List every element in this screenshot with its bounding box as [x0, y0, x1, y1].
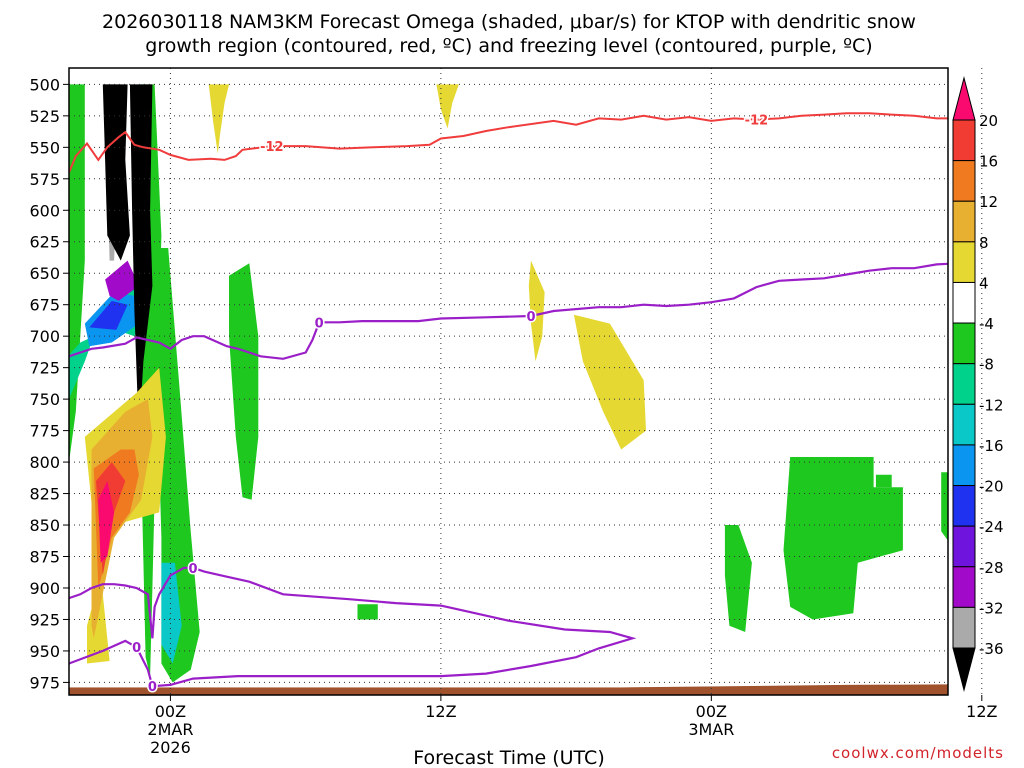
freezing-contour-label-0-1: 0 — [527, 310, 536, 325]
colorbar-swatch-12 — [952, 566, 976, 608]
colorbar-swatch-10 — [952, 485, 976, 527]
colorbar-swatch-6 — [952, 322, 976, 365]
omega-region-23 — [436, 84, 459, 129]
y-tick-label-525: 525 — [29, 107, 60, 126]
freezing-contour-label-0-2: 0 — [977, 255, 986, 270]
omega-region-18 — [105, 260, 139, 301]
y-tick-label-950: 950 — [29, 642, 60, 661]
dgz-contour-label-0-1: -12 — [745, 114, 769, 129]
y-tick-label-600: 600 — [29, 201, 60, 220]
dgz-contour-line-0 — [69, 112, 948, 173]
colorbar-label-2: 12 — [979, 193, 998, 211]
omega-region-17 — [89, 300, 128, 330]
colorbar-swatch-5 — [952, 281, 976, 324]
colorbar-swatch-4 — [952, 241, 976, 283]
colorbar-label-8: -16 — [979, 437, 1004, 455]
freezing-contour-label-1-0: 0 — [148, 680, 157, 695]
y-tick-label-850: 850 — [29, 516, 60, 535]
colorbar-label-1: 16 — [979, 153, 998, 171]
omega-region-21 — [129, 84, 153, 437]
colorbar: 20 16 12 8 4 -4 -8 -12 -16 -20 -24 -28 -32 -36 — [952, 76, 1004, 692]
y-tick-label-550: 550 — [29, 138, 60, 157]
x-axis-label: Forecast Time (UTC) — [413, 747, 604, 768]
colorbar-label-6: -8 — [979, 356, 994, 374]
colorbar-label-4: 4 — [979, 274, 989, 292]
x-tick-label-0-2: 2MAR — [147, 720, 193, 739]
omega-region-15 — [161, 562, 182, 664]
y-tick-label-800: 800 — [29, 453, 60, 472]
x-tick-label-36-1: 12Z — [966, 702, 997, 721]
y-tick-label-825: 825 — [29, 485, 60, 504]
omega-region-3 — [229, 263, 259, 500]
dgz-contour-label-0-0: -12 — [260, 140, 284, 155]
freezing-contour-label-1-1: 0 — [132, 641, 141, 656]
colorbar-label-5: -4 — [979, 315, 994, 333]
colorbar-cap-bottom — [952, 647, 976, 692]
omega-region-7 — [875, 474, 892, 488]
colorbar-label-3: 8 — [979, 234, 989, 252]
x-tick-label-12-1: 12Z — [425, 702, 456, 721]
freezing-contour-line-0 — [69, 262, 948, 360]
y-tick-label-675: 675 — [29, 296, 60, 315]
omega-region-6 — [783, 457, 903, 620]
colorbar-swatch-7 — [952, 363, 976, 405]
y-tick-label-900: 900 — [29, 579, 60, 598]
colorbar-swatch-2 — [952, 160, 976, 202]
x-tick-label-24-1: 00Z — [696, 702, 727, 721]
colorbar-label-9: -20 — [979, 478, 1004, 496]
x-tick-label-0-3: 2026 — [150, 738, 191, 757]
colorbar-label-0: 20 — [979, 112, 998, 130]
ground-rise — [621, 684, 948, 689]
colorbar-label-10: -24 — [979, 518, 1004, 536]
omega-shading-layer — [69, 84, 948, 683]
omega-region-8 — [941, 472, 948, 541]
ground-layer — [69, 684, 948, 695]
x-tick-label-0-1: 00Z — [155, 702, 186, 721]
omega-region-32 — [98, 481, 115, 563]
freezing-contour-line-1 — [69, 566, 637, 688]
colorbar-label-11: -28 — [979, 559, 1004, 577]
plot-frame — [68, 67, 949, 696]
y-tick-label-725: 725 — [29, 359, 60, 378]
contour-layer: -12 -12 0 0 0 0 0 0 — [69, 112, 986, 695]
omega-region-0 — [69, 84, 85, 463]
freezing-contour-label-0-0: 0 — [315, 316, 324, 331]
omega-region-22 — [208, 84, 229, 154]
y-tick-label-875: 875 — [29, 548, 60, 567]
colorbar-label-13: -36 — [979, 640, 1004, 658]
y-tick-label-650: 650 — [29, 264, 60, 283]
y-tick-label-775: 775 — [29, 422, 60, 441]
credit-text: coolwx.com/modelts — [832, 744, 1004, 762]
colorbar-swatch-3 — [952, 200, 976, 243]
colorbar-swatch-9 — [952, 444, 976, 487]
colorbar-label-12: -32 — [979, 599, 1004, 617]
grid-lines — [69, 68, 983, 695]
omega-region-24 — [528, 260, 545, 362]
y-tick-label-975: 975 — [29, 673, 60, 692]
colorbar-swatch-13 — [952, 606, 976, 649]
y-tick-label-750: 750 — [29, 390, 60, 409]
colorbar-swatch-1 — [952, 119, 976, 162]
omega-region-5 — [724, 525, 752, 632]
omega-region-13 — [69, 336, 94, 400]
omega-region-25 — [573, 314, 646, 450]
y-tick-label-925: 925 — [29, 610, 60, 629]
y-tick-label-500: 500 — [29, 75, 60, 94]
colorbar-swatch-8 — [952, 403, 976, 446]
chart-title-line2: growth region (contoured, red, ºC) and f… — [145, 35, 872, 57]
y-tick-label-575: 575 — [29, 170, 60, 189]
x-tick-label-24-2: 3MAR — [688, 720, 734, 739]
y-tick-label-700: 700 — [29, 327, 60, 346]
colorbar-cap-top — [952, 76, 976, 121]
axes-layer: 5005255505756006256506757007257507758008… — [29, 67, 998, 757]
colorbar-label-7: -12 — [979, 396, 1004, 414]
omega-region-20 — [102, 84, 130, 261]
chart-title-line1: 2026030118 NAM3KM Forecast Omega (shaded… — [102, 11, 916, 33]
freezing-contour-label-1-2: 0 — [188, 562, 197, 577]
y-tick-label-625: 625 — [29, 233, 60, 252]
ground-surface — [69, 687, 948, 695]
colorbar-swatch-11 — [952, 525, 976, 568]
omega-region-4 — [357, 604, 378, 620]
